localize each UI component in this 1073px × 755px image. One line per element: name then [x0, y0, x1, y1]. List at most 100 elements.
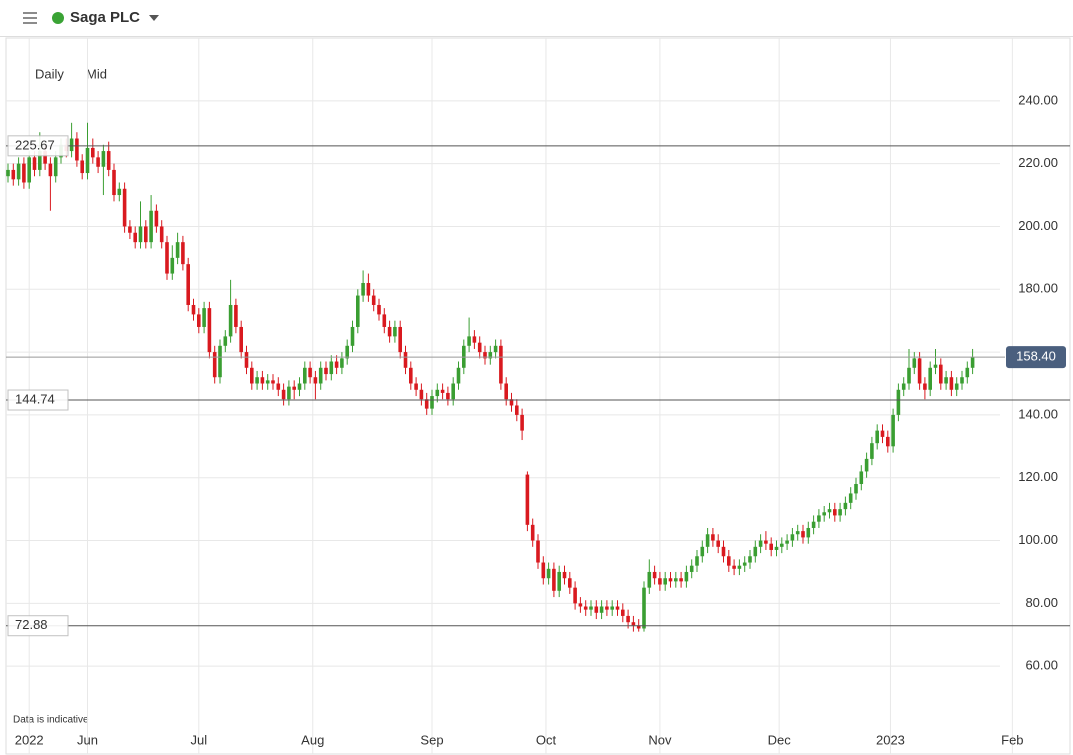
- candle-body: [234, 304, 238, 327]
- candle-body: [870, 443, 874, 459]
- candle-body: [239, 326, 243, 353]
- candle-body: [181, 242, 185, 265]
- candle-body: [244, 352, 249, 368]
- y-tick-label: 140.00: [1018, 406, 1058, 421]
- candle-body: [854, 484, 858, 494]
- candle-body: [668, 578, 673, 582]
- candle-body: [16, 163, 21, 180]
- menu-icon[interactable]: [22, 11, 42, 27]
- candle-body: [409, 367, 413, 384]
- candle-body: [292, 386, 296, 390]
- candle-body: [350, 326, 355, 346]
- candle-body: [287, 386, 291, 400]
- candle-body: [38, 151, 42, 170]
- candle-body: [583, 606, 588, 610]
- candle-body: [748, 556, 752, 563]
- note: Data is indicative: [13, 715, 89, 726]
- candle-body: [165, 242, 169, 274]
- level-label: 144.74: [15, 391, 55, 406]
- candle-body: [552, 568, 556, 591]
- last-price-box: [1006, 346, 1066, 369]
- candle-body: [377, 304, 381, 315]
- candle-body: [780, 543, 784, 547]
- candle-body: [695, 556, 699, 566]
- status-dot: [52, 12, 64, 24]
- x-tick-label: Jun: [77, 732, 98, 747]
- candle-body: [901, 383, 906, 390]
- x-tick-label: 2022: [15, 732, 44, 747]
- interval-label[interactable]: Daily: [35, 66, 64, 81]
- candle-body: [435, 389, 440, 397]
- y-tick-label: 100.00: [1018, 532, 1058, 547]
- candle-body: [758, 540, 763, 547]
- candle-body: [891, 414, 895, 447]
- candle-body: [212, 352, 217, 378]
- candle-body: [133, 232, 137, 243]
- candle-body: [912, 358, 917, 368]
- candle-body: [440, 389, 445, 393]
- candle-body: [451, 383, 455, 400]
- candle-body: [774, 546, 779, 550]
- candle-body: [727, 556, 731, 566]
- candle-body: [32, 157, 37, 170]
- grid: [6, 38, 1013, 754]
- candle-body: [80, 160, 84, 174]
- y-tick-label: 60.00: [1025, 658, 1058, 673]
- dropdown-caret[interactable]: [149, 14, 161, 24]
- candle-body: [658, 578, 662, 585]
- candle-body: [880, 430, 885, 437]
- candle-body: [303, 367, 307, 384]
- candle-body: [737, 565, 742, 569]
- price-basis-label[interactable]: Mid: [86, 66, 107, 81]
- instrument-name[interactable]: Saga PLC: [70, 9, 141, 26]
- candle-body: [472, 336, 477, 343]
- candle-body: [700, 546, 705, 557]
- candle-body: [281, 389, 286, 400]
- candle-body: [414, 383, 418, 390]
- candle-body: [864, 458, 869, 472]
- candle-body: [647, 571, 652, 588]
- candle-body: [308, 367, 312, 378]
- candle-body: [509, 399, 514, 406]
- candle-body: [69, 138, 74, 152]
- candle-body: [340, 358, 344, 368]
- candle-body: [297, 383, 302, 390]
- candle-body: [806, 527, 811, 538]
- candle-body: [271, 380, 275, 384]
- candle-body: [493, 345, 498, 353]
- candle-body: [833, 509, 837, 516]
- candle-body: [197, 314, 201, 327]
- candle-body: [817, 515, 821, 522]
- candle-body: [721, 546, 726, 557]
- candle-body: [689, 565, 694, 572]
- candle-body: [663, 578, 667, 585]
- candle-body: [27, 157, 31, 183]
- candle-body: [202, 308, 206, 327]
- candle-body: [705, 534, 710, 547]
- candle-body: [149, 210, 153, 243]
- candle-body: [265, 380, 270, 384]
- candle-body: [324, 367, 328, 375]
- candle-body: [170, 257, 175, 274]
- candle-body: [589, 606, 593, 610]
- candle-body: [53, 157, 58, 177]
- last-price-label: 158.40: [1016, 349, 1056, 364]
- candle-body: [599, 606, 604, 613]
- candle-body: [371, 295, 376, 305]
- candle-body: [250, 367, 254, 384]
- candle-body: [568, 578, 572, 588]
- candle-body: [467, 336, 471, 346]
- candle-body: [144, 226, 148, 243]
- candle-body: [546, 568, 551, 579]
- x-tick-label: Dec: [768, 732, 792, 747]
- candle-body: [499, 345, 503, 384]
- candle-body: [875, 430, 879, 444]
- x-tick-label: Feb: [1001, 732, 1023, 747]
- candle-body: [960, 377, 964, 384]
- x-tick-label: Aug: [301, 732, 324, 747]
- candle-body: [573, 587, 577, 604]
- candle-body: [652, 571, 657, 579]
- candle-body: [838, 509, 842, 516]
